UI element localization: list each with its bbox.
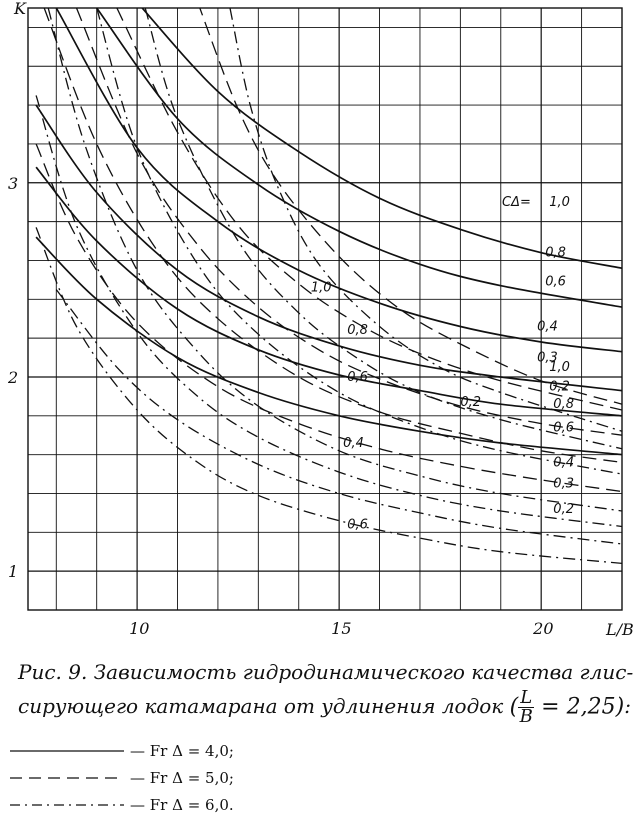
curve-label-c06: 0,6 xyxy=(347,517,368,532)
curve-label-c06: 0,6 xyxy=(545,275,566,290)
series-line-dashdot-c03 xyxy=(35,95,622,528)
series-line-solid-c04 xyxy=(35,104,622,392)
legend: — Fr Δ = 4,0; — Fr Δ = 5,0; — Fr Δ = 6,0… xyxy=(8,737,408,818)
series-line-dashdot-c06 xyxy=(55,289,622,545)
series-line-dashdot-c04 xyxy=(47,8,622,512)
series-line-dashed-c10 xyxy=(199,8,622,405)
x-tick-label: 15 xyxy=(331,619,351,638)
curve-label-c10: 1,0 xyxy=(549,360,570,375)
legend-item-fr-4: — Fr Δ = 4,0; xyxy=(8,737,408,764)
x-tick-label: 20 xyxy=(532,619,553,638)
series-line-dashdot-c06 xyxy=(96,8,622,475)
curve-label-c04: 0,4 xyxy=(553,455,574,470)
y-tick-label: 2 xyxy=(7,368,18,387)
solid-line-swatch xyxy=(10,749,124,752)
series-line-dashed-c08 xyxy=(116,8,622,411)
caption-formula: ( L B = 2,25) xyxy=(509,687,625,727)
curve-label-c03: 0,3 xyxy=(537,350,558,365)
x-axis-label: L/B xyxy=(605,620,634,639)
dashdot-line-swatch xyxy=(10,803,124,806)
series-line-solid-c08 xyxy=(96,8,622,308)
curve-label-c04: 0,4 xyxy=(537,319,558,334)
chart-grid xyxy=(27,7,623,611)
curve-label-c02: 0,2 xyxy=(549,380,570,395)
series-line-solid-c10 xyxy=(141,8,622,270)
series-line-solid-c03 xyxy=(35,166,622,417)
curve-label-c08: 0,8 xyxy=(347,323,368,338)
curve-label-c08: 0,8 xyxy=(553,397,574,412)
legend-item-fr-5: — Fr Δ = 5,0; xyxy=(8,764,408,791)
curve-label-c06: 0,6 xyxy=(347,370,368,385)
caption-line-1: Рис. 9. Зависимость гидродинамического к… xyxy=(18,660,634,684)
figure-caption: Рис. 9. Зависимость гидродинамического к… xyxy=(18,655,634,726)
y-tick-label: 1 xyxy=(8,562,18,581)
series-line-dashed-c02 xyxy=(35,143,622,493)
curve-label-c02: 0,2 xyxy=(553,502,574,517)
curve-label-c03: 0,3 xyxy=(553,477,574,492)
curve-label-c10: 1,0 xyxy=(549,195,570,210)
series-line-dashdot-c10 xyxy=(229,8,622,432)
series-line-dashdot-c02 xyxy=(35,227,622,565)
x-tick-label: 10 xyxy=(129,619,149,638)
svg-text:L/B: L/B xyxy=(605,620,634,639)
series-line-dashed-c06 xyxy=(75,8,622,436)
legend-item-fr-6: — Fr Δ = 6,0. xyxy=(8,791,408,818)
c-delta-prefix: CΔ= xyxy=(502,195,531,210)
curve-label-c06: 0,6 xyxy=(553,420,574,435)
curve-label-c02: 0,2 xyxy=(460,395,481,410)
curve-label-c10: 1,0 xyxy=(311,281,332,296)
y-tick-label: 3 xyxy=(8,174,18,193)
chart-curves xyxy=(35,8,622,565)
plot-frame xyxy=(27,7,623,611)
curve-labels: 1,0 0,8 0,6 0,4 0,3 0,2 1,0 0,8 0,6 0,4 0,2 1,0 0,8 0… xyxy=(311,195,574,532)
axis-ticks: 10 15 20 1 2 3 xyxy=(7,174,554,638)
y-axis-label: K xyxy=(13,0,27,18)
curve-label-c04: 0,4 xyxy=(343,436,364,451)
curve-label-c08: 0,8 xyxy=(545,246,566,261)
series-line-dashed-c04 xyxy=(43,8,622,464)
series-line-dashdot-c08 xyxy=(144,8,622,450)
caption-line-2: сирующего катамарана от удлинения лодок … xyxy=(18,687,631,727)
dashed-line-swatch xyxy=(10,776,124,779)
chart-figure: 1,0 0,8 0,6 0,4 0,3 0,2 1,0 0,8 0,6 0,4 0,2 1,0 0,8 0… xyxy=(7,0,634,639)
